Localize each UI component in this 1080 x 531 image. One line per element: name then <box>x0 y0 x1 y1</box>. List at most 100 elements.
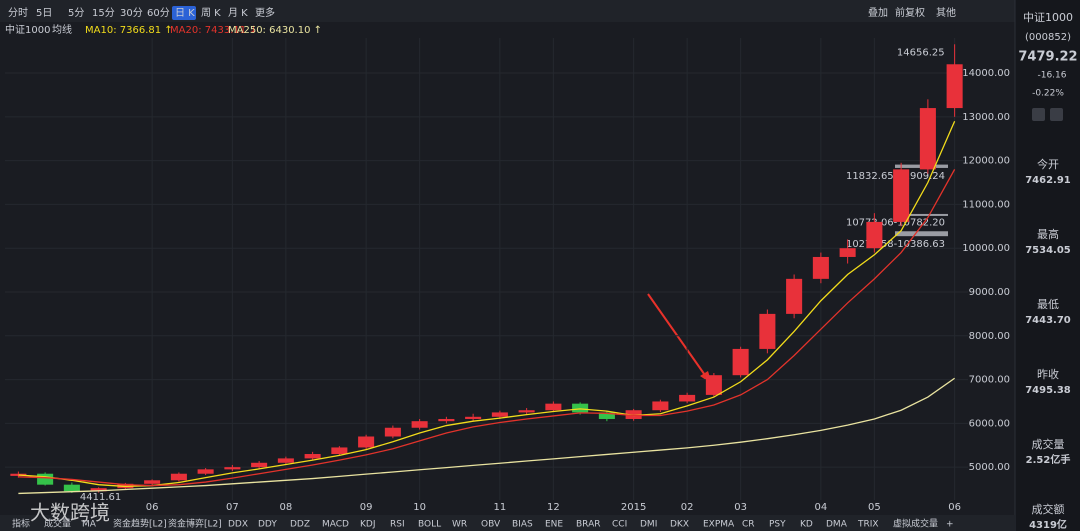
side-price: 7479.22 <box>1018 50 1077 65</box>
indicator-tab[interactable]: 成交量 <box>44 518 71 530</box>
watermark: 大数跨境 <box>30 501 110 525</box>
indicator-tab[interactable]: WR <box>452 520 467 530</box>
candle-body <box>251 462 268 468</box>
indicator-tab[interactable]: KD <box>800 520 813 530</box>
candle-body <box>10 473 27 476</box>
indicator-tab[interactable]: 指标 <box>12 518 30 530</box>
candle-body <box>90 488 107 492</box>
y-tick-label: 8000.00 <box>969 331 1010 342</box>
indicator-tab[interactable]: CR <box>742 520 755 530</box>
period-tab[interactable]: 分时 <box>8 7 28 19</box>
candle-body <box>224 467 241 470</box>
toolbar-option[interactable]: 前复权 <box>895 6 925 19</box>
indicator-tab[interactable]: EXPMA <box>703 520 735 530</box>
period-tab[interactable]: 月 K <box>228 7 248 19</box>
x-tick-label: 10 <box>413 502 426 513</box>
indicator-tab[interactable]: MACD <box>322 520 349 530</box>
ma-legend: MA250: 6430.10 ↑ <box>228 25 322 36</box>
period-tab[interactable]: 15分 <box>92 7 115 19</box>
period-tab[interactable]: 5分 <box>68 7 84 19</box>
candle-body <box>331 447 348 455</box>
candle-body <box>411 421 428 428</box>
stat-value: 7495.38 <box>1025 385 1071 396</box>
indicator-tab[interactable]: ENE <box>545 520 563 530</box>
ma-legend: MA10: 7366.81 ↑ <box>85 25 173 36</box>
indicator-tab[interactable]: DDZ <box>290 520 310 530</box>
minus-button[interactable] <box>1032 108 1045 121</box>
side-name: 中证1000 <box>1023 11 1073 24</box>
indicator-tab[interactable]: DDY <box>258 520 277 530</box>
active-period <box>172 6 196 20</box>
gap-band <box>895 213 948 216</box>
side-change: -16.16 <box>1037 71 1066 81</box>
indicator-tab[interactable]: BIAS <box>512 520 533 530</box>
tab-bar <box>0 515 1015 531</box>
indicator-tab[interactable]: DMA <box>826 520 848 530</box>
stat-label: 今开 <box>1037 157 1059 171</box>
y-tick-label: 7000.00 <box>969 375 1010 386</box>
period-tab[interactable]: 60分 <box>147 7 170 19</box>
gap-label: 10274.58-10386.63 <box>846 239 945 250</box>
candle-body <box>465 416 482 419</box>
candle-body <box>358 436 375 448</box>
candle-body <box>759 313 776 349</box>
indicator-tab[interactable]: + <box>946 520 954 530</box>
indicator-tab[interactable]: 虚拟成交量 <box>893 518 938 530</box>
indicator-tab[interactable]: DMI <box>640 520 657 530</box>
x-tick-label: 09 <box>360 502 373 513</box>
candle-body <box>37 473 54 485</box>
x-tick-label: 2015 <box>621 502 646 513</box>
stat-label: 成交额 <box>1032 502 1065 516</box>
x-tick-label: 06 <box>948 502 961 513</box>
stat-value: 4319亿 <box>1029 518 1067 531</box>
min-label: 4411.61 <box>80 492 121 503</box>
indicator-tab[interactable]: KDJ <box>360 520 376 530</box>
indicator-tab[interactable]: MA <box>82 520 97 530</box>
indicator-tab[interactable]: DKX <box>670 520 689 530</box>
indicator-tab[interactable]: PSY <box>769 520 786 530</box>
indicator-tab[interactable]: RSI <box>390 520 405 530</box>
period-tab[interactable]: 周 K <box>201 7 221 19</box>
y-tick-label: 10000.00 <box>962 243 1010 254</box>
ma-mode: 均线 <box>52 23 72 36</box>
candle-body <box>732 348 749 376</box>
y-tick-label: 11000.00 <box>962 199 1010 210</box>
indicator-tab[interactable]: BRAR <box>576 520 600 530</box>
y-tick-label: 14000.00 <box>962 68 1010 79</box>
indicator-tab[interactable]: DDX <box>228 520 248 530</box>
side-code: (000852) <box>1025 32 1071 43</box>
indicator-tab[interactable]: TRIX <box>857 520 879 530</box>
toolbar-option[interactable]: 叠加 <box>868 7 888 19</box>
x-tick-label: 05 <box>868 502 881 513</box>
plus-button[interactable] <box>1050 108 1063 121</box>
indicator-tab[interactable]: 资金博弈[L2] <box>168 518 222 530</box>
candle-body <box>652 401 669 411</box>
indicator-tab[interactable]: OBV <box>481 520 501 530</box>
candle-body <box>384 427 401 437</box>
period-tab[interactable]: 30分 <box>120 7 143 19</box>
indicator-tab[interactable]: CCI <box>612 520 627 530</box>
candle-body <box>144 480 161 484</box>
toolbar-option[interactable]: 其他 <box>936 6 956 19</box>
indicator-tab[interactable]: BOLL <box>418 520 441 530</box>
candle-body <box>304 454 321 459</box>
y-tick-label: 6000.00 <box>969 418 1010 429</box>
stat-label: 最高 <box>1037 227 1059 241</box>
period-tab[interactable]: 5日 <box>36 8 52 19</box>
ma-line <box>18 169 956 487</box>
period-tab[interactable]: 更多 <box>255 6 275 19</box>
candle-body <box>919 108 936 170</box>
candle-body <box>679 394 696 402</box>
stat-value: 7534.05 <box>1025 245 1071 256</box>
side-change-pct: -0.22% <box>1032 89 1064 99</box>
period-tab[interactable]: 日 K <box>175 8 195 19</box>
stat-label: 最低 <box>1037 298 1059 311</box>
candle-body <box>812 256 829 279</box>
x-tick-label: 02 <box>681 502 694 513</box>
y-tick-label: 5000.00 <box>969 462 1010 473</box>
toolbar <box>0 0 1015 22</box>
stat-label: 昨收 <box>1037 367 1059 381</box>
candle-body <box>625 410 642 419</box>
indicator-tab[interactable]: 资金趋势[L2] <box>113 518 167 530</box>
